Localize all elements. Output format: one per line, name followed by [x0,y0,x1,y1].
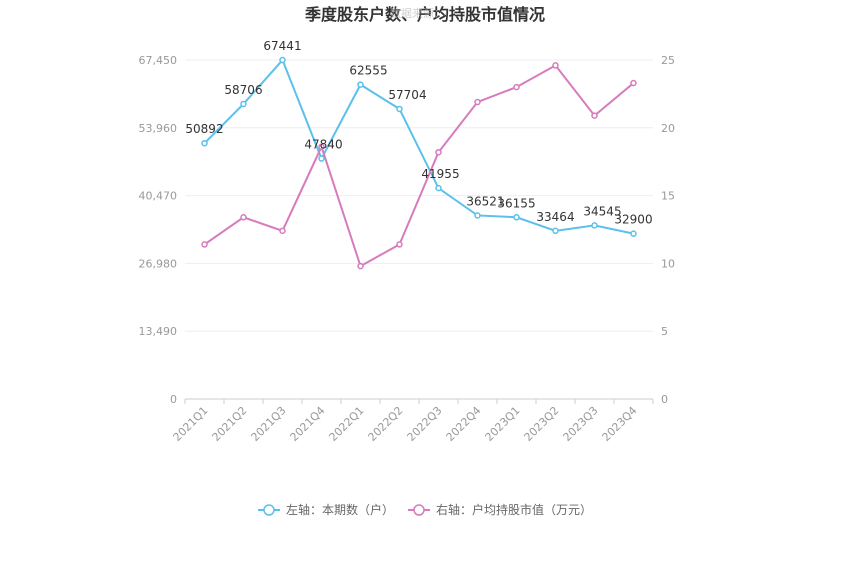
x-tick-label: 2023Q2 [522,404,562,444]
data-point [552,227,559,235]
left-axis: 0 13,490 26,980 40,470 53,960 67,450 [139,54,178,406]
right-axis: 0 5 10 15 20 25 [661,54,675,406]
series-line-0 [203,58,634,235]
data-point [591,222,598,229]
data-point [318,155,325,162]
x-tick-label: 2023Q3 [561,404,601,444]
data-label: 67441 [263,39,301,53]
data-point [357,262,364,270]
x-axis: 2021Q12021Q22021Q32021Q42022Q12022Q22022… [171,399,654,444]
data-point [474,98,481,106]
right-tick-label: 25 [661,54,675,67]
x-tick-label: 2022Q4 [444,404,484,444]
chart-title: 季度股东户数、户均持股市值情况 [304,5,545,24]
data-point [396,241,403,248]
legend-item-label[interactable]: 左轴：本期数（户） [286,502,394,517]
left-tick-label: 0 [170,393,177,406]
legend: 左轴：本期数（户） 右轴：户均持股市值（万元） [258,502,592,517]
right-tick-label: 20 [661,122,675,135]
x-tick-label: 2021Q3 [249,404,289,444]
data-point [357,81,364,88]
x-tick-label: 2021Q2 [210,404,250,444]
data-point [630,79,637,87]
left-tick-label: 13,490 [139,325,178,338]
left-tick-label: 26,980 [139,257,178,270]
legend-swatch-marker [263,504,275,516]
x-tick-label: 2021Q1 [171,404,211,444]
data-point [201,139,208,147]
right-tick-label: 5 [661,325,668,338]
data-point [240,214,247,221]
data-point [279,227,286,235]
data-label: 47840 [304,138,342,152]
legend-swatch-marker [413,504,425,516]
data-label: 62555 [349,64,387,78]
data-point [240,100,247,108]
right-tick-label: 0 [661,393,668,406]
right-tick-label: 15 [661,190,675,203]
left-tick-label: 67,450 [139,54,178,67]
data-label: 57704 [388,88,426,102]
data-point [435,148,442,156]
data-point [513,214,520,221]
x-tick-label: 2022Q3 [405,404,445,444]
data-label: 41955 [421,167,459,181]
x-tick-label: 2021Q4 [288,404,328,444]
data-label: 50892 [185,122,223,136]
right-tick-label: 10 [661,257,675,270]
grid [185,59,653,400]
data-label: 36521 [466,194,504,208]
data-point [513,83,520,91]
data-label: 33464 [536,210,574,224]
data-point [279,56,286,64]
x-tick-label: 2023Q1 [483,404,523,444]
x-tick-label: 2022Q1 [327,404,367,444]
left-tick-label: 53,960 [139,122,178,135]
legend-item-label[interactable]: 右轴：户均持股市值（万元） [436,502,592,517]
left-tick-label: 40,470 [139,190,178,203]
watermark: 数据来源： [390,6,445,20]
data-point [591,112,598,119]
series-line-1 [203,64,635,268]
data-point [630,230,637,237]
data-point [201,241,208,248]
data-label: 32900 [614,213,652,227]
data-point [435,184,442,192]
x-tick-label: 2023Q4 [600,404,640,444]
data-label: 34545 [583,204,621,218]
data-point [396,105,403,113]
data-label: 36155 [497,196,535,210]
data-point [552,62,559,69]
data-label: 58706 [224,83,262,97]
data-point [474,212,481,219]
data-point [318,143,325,151]
x-tick-label: 2022Q2 [366,404,406,444]
